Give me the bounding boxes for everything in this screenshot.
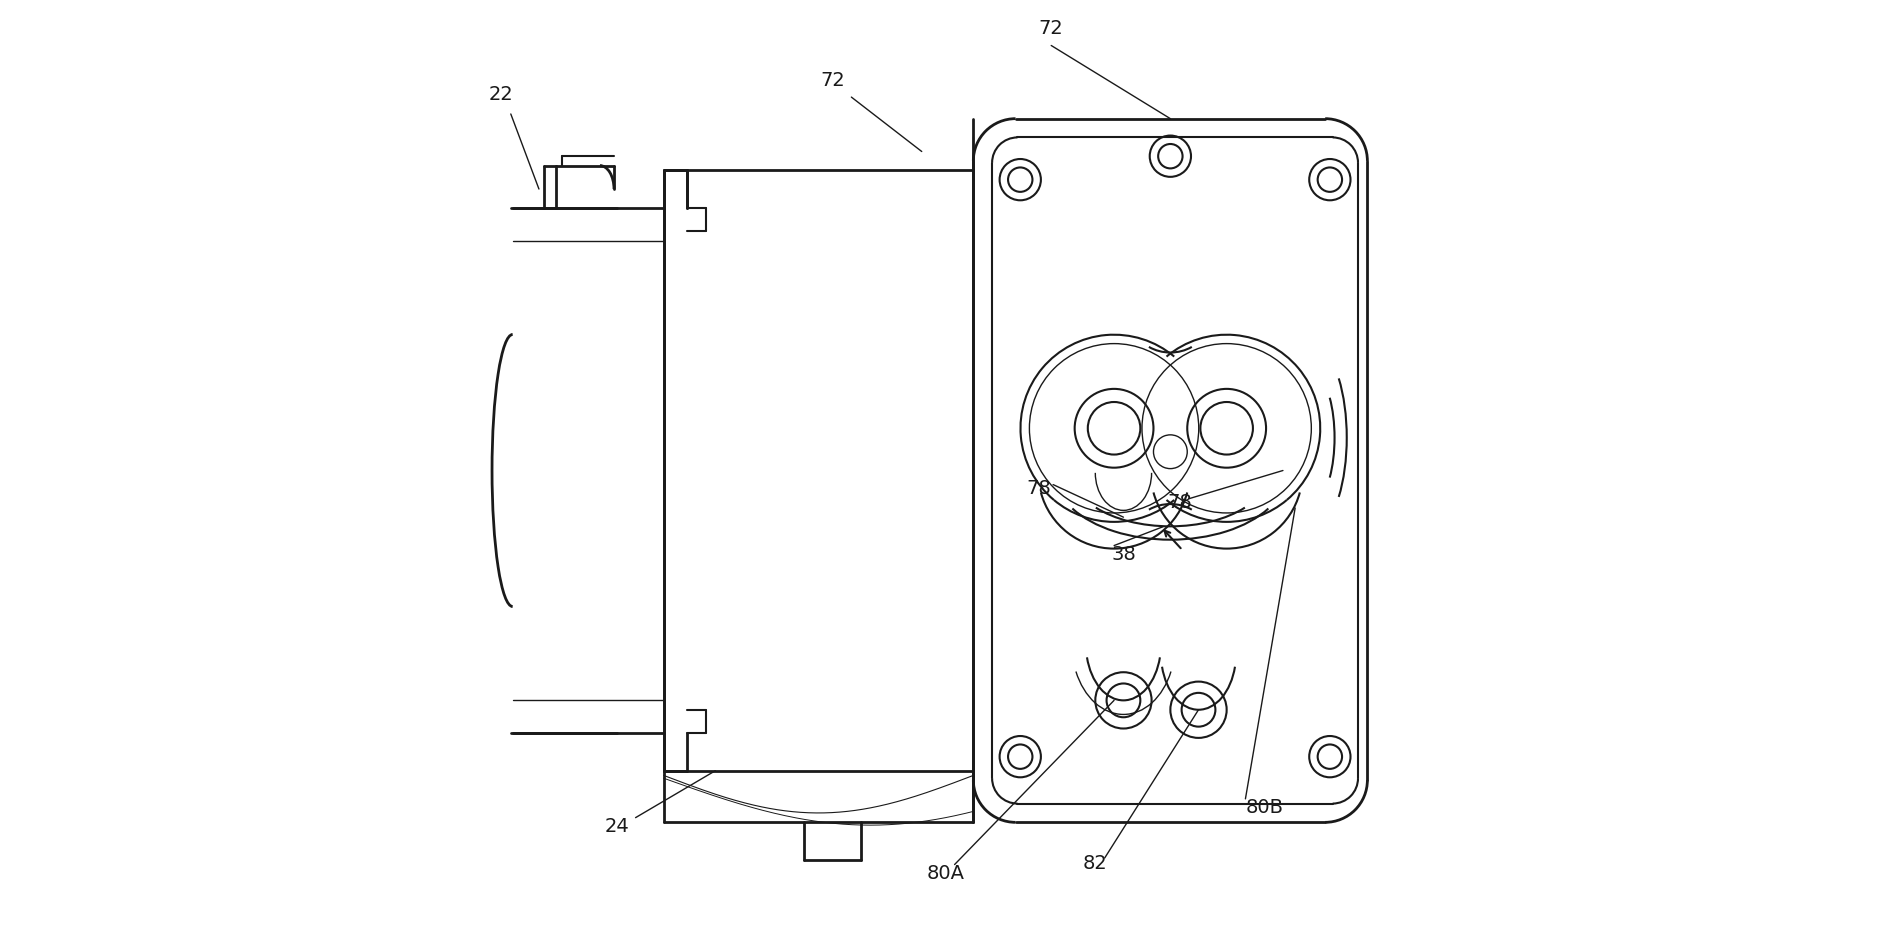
Text: 78: 78	[1167, 493, 1192, 512]
Text: 78: 78	[1026, 479, 1051, 498]
Text: 72: 72	[820, 71, 844, 89]
Text: 24: 24	[603, 817, 628, 836]
Text: 72: 72	[1038, 19, 1062, 39]
Text: 82: 82	[1083, 854, 1107, 873]
Text: 80B: 80B	[1245, 798, 1282, 817]
Text: 22: 22	[489, 85, 513, 104]
Text: 38: 38	[1111, 545, 1136, 564]
Text: 80A: 80A	[925, 864, 964, 883]
